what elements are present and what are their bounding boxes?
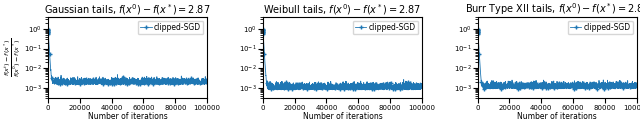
clipped-SGD xyxy=(365,89,373,91)
clipped-SGD xyxy=(44,28,52,30)
clipped-SGD xyxy=(509,87,517,88)
clipped-SGD xyxy=(63,82,70,83)
clipped-SGD xyxy=(611,84,618,86)
clipped-SGD xyxy=(577,86,585,88)
Legend: clipped-SGD: clipped-SGD xyxy=(353,21,418,34)
clipped-SGD xyxy=(633,85,640,87)
clipped-SGD xyxy=(493,86,500,88)
X-axis label: Number of iterations: Number of iterations xyxy=(517,112,597,121)
clipped-SGD xyxy=(278,83,285,85)
clipped-SGD xyxy=(80,83,88,84)
clipped-SGD xyxy=(418,86,426,87)
X-axis label: Number of iterations: Number of iterations xyxy=(303,112,382,121)
Legend: clipped-SGD: clipped-SGD xyxy=(568,21,633,34)
clipped-SGD xyxy=(259,32,267,34)
Line: clipped-SGD: clipped-SGD xyxy=(46,27,209,86)
clipped-SGD xyxy=(295,86,303,88)
clipped-SGD xyxy=(486,88,493,90)
Line: clipped-SGD: clipped-SGD xyxy=(261,27,424,92)
Line: clipped-SGD: clipped-SGD xyxy=(476,27,639,91)
clipped-SGD xyxy=(474,28,481,30)
clipped-SGD xyxy=(44,32,52,34)
Title: Burr Type XII tails, $f(x^0) - f(x^*) = 2.87$: Burr Type XII tails, $f(x^0) - f(x^*) = … xyxy=(465,1,640,17)
clipped-SGD xyxy=(474,32,482,34)
clipped-SGD xyxy=(410,88,418,90)
Title: Gaussian tails, $f(x^0) - f(x^*) = 2.87$: Gaussian tails, $f(x^0) - f(x^*) = 2.87$ xyxy=(44,2,211,17)
Title: Weibull tails, $f(x^0) - f(x^*) = 2.87$: Weibull tails, $f(x^0) - f(x^*) = 2.87$ xyxy=(264,2,421,17)
clipped-SGD xyxy=(396,86,403,88)
clipped-SGD xyxy=(195,83,203,85)
clipped-SGD xyxy=(259,28,267,30)
clipped-SGD xyxy=(63,84,70,85)
X-axis label: Number of iterations: Number of iterations xyxy=(88,112,168,121)
clipped-SGD xyxy=(625,85,632,86)
Legend: clipped-SGD: clipped-SGD xyxy=(138,21,204,34)
clipped-SGD xyxy=(204,81,211,83)
Y-axis label: $\frac{f(x^t) - f(x^*)}{f(x^0) - f(x^*)}$: $\frac{f(x^t) - f(x^*)}{f(x^0) - f(x^*)}… xyxy=(2,38,22,77)
clipped-SGD xyxy=(363,89,371,90)
clipped-SGD xyxy=(148,82,156,83)
clipped-SGD xyxy=(180,82,188,83)
